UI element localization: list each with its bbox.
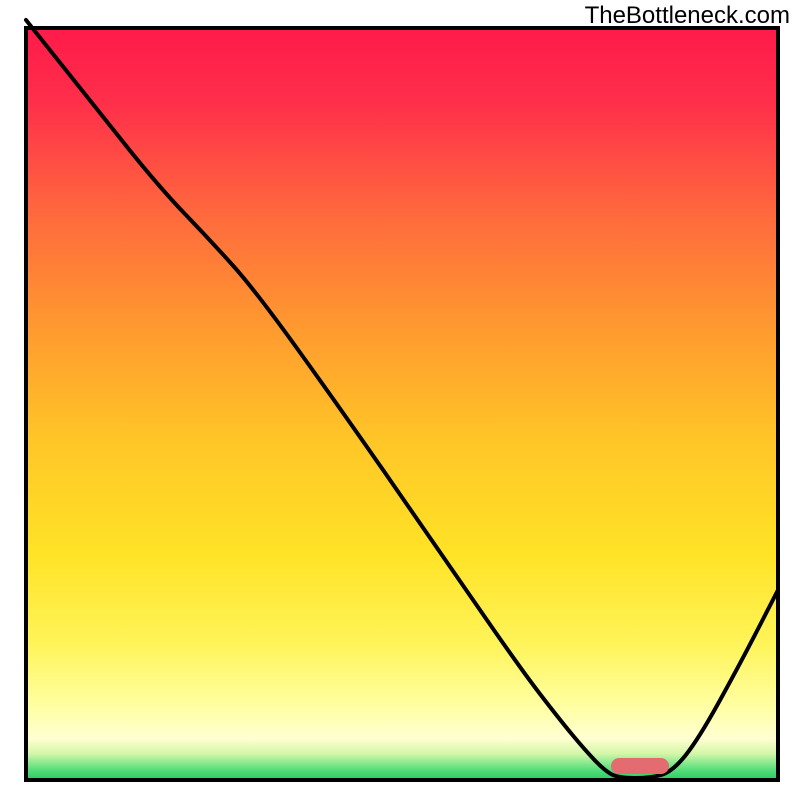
chart-container: { "watermark": { "text": "TheBottleneck.… xyxy=(0,0,800,800)
optimal-marker xyxy=(611,758,669,774)
bottleneck-chart xyxy=(0,0,800,800)
watermark-text: TheBottleneck.com xyxy=(585,2,790,30)
gradient-plot-area xyxy=(26,28,778,780)
